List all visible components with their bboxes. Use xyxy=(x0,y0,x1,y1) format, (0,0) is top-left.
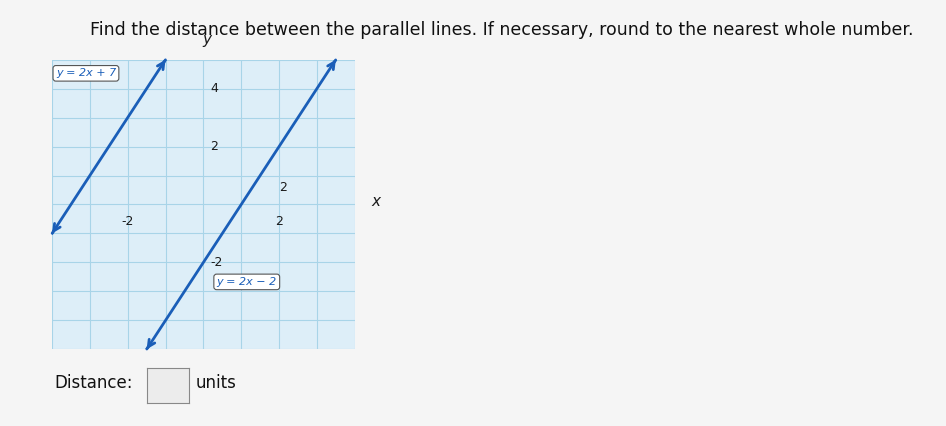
Text: 2: 2 xyxy=(210,140,219,153)
Text: 2: 2 xyxy=(279,181,287,194)
Text: y: y xyxy=(202,32,212,46)
Text: 4: 4 xyxy=(210,82,219,95)
Text: -2: -2 xyxy=(210,256,222,269)
Text: y = 2x + 7: y = 2x + 7 xyxy=(56,68,116,78)
Text: Find the distance between the parallel lines. If necessary, round to the nearest: Find the distance between the parallel l… xyxy=(90,21,913,39)
Text: units: units xyxy=(196,374,236,392)
Text: x: x xyxy=(372,194,381,209)
Text: 2: 2 xyxy=(275,215,283,227)
Text: Distance:: Distance: xyxy=(54,374,132,392)
Text: -2: -2 xyxy=(121,215,134,227)
Text: y = 2x − 2: y = 2x − 2 xyxy=(217,277,277,287)
